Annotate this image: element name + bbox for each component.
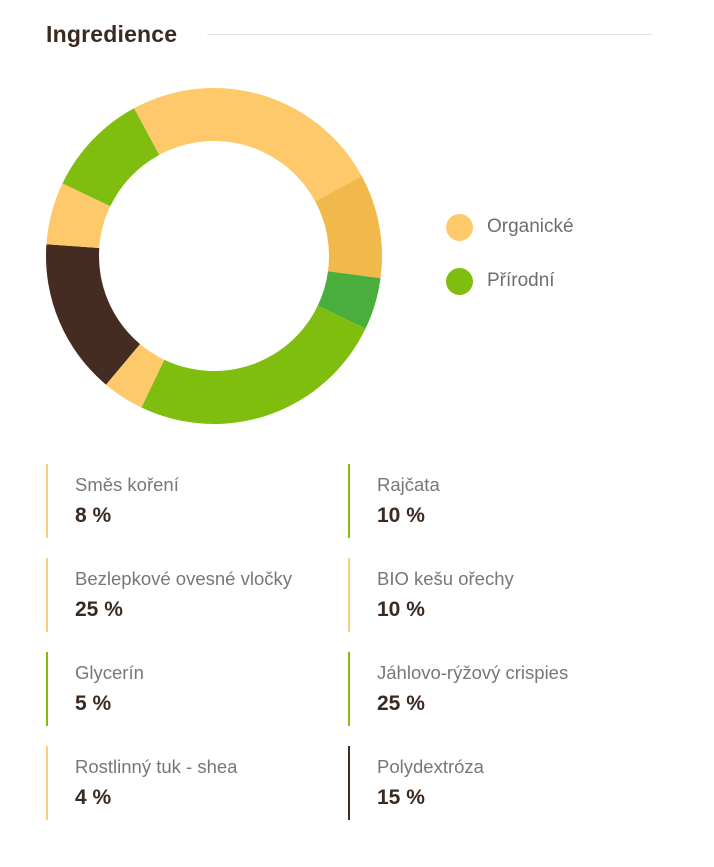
ingredient-item: Směs koření 8 % <box>46 464 326 538</box>
donut-slice <box>106 344 165 408</box>
ingredient-item: Rostlinný tuk - shea 4 % <box>46 746 326 820</box>
ingredient-name: Směs koření <box>75 474 179 495</box>
donut-slice <box>46 244 141 385</box>
section-title: Ingredience <box>46 20 178 47</box>
ingredient-name: Glycerín <box>75 662 144 683</box>
section-header: Ingredience <box>46 18 652 50</box>
ingredient-item: BIO kešu ořechy 10 % <box>348 558 628 632</box>
ingredient-item: Jáhlovo-rýžový crispies 25 % <box>348 652 628 726</box>
ingredient-name: Polydextróza <box>377 756 484 777</box>
ingredient-name: BIO kešu ořechy <box>377 568 514 589</box>
legend-label-natural: Přírodní <box>487 270 555 291</box>
ingredient-value: 10 % <box>377 504 425 527</box>
ingredient-value: 8 % <box>75 504 112 527</box>
ingredient-item: Polydextróza 15 % <box>348 746 628 820</box>
donut-chart <box>46 88 382 424</box>
donut-slice <box>134 88 362 202</box>
header-divider <box>207 33 652 35</box>
donut-slice <box>62 108 160 207</box>
ingredient-value: 15 % <box>377 786 425 809</box>
legend-item-natural: Přírodní <box>446 254 574 308</box>
legend: Organické Přírodní <box>446 200 574 308</box>
ingredient-item: Glycerín 5 % <box>46 652 326 726</box>
ingredient-value: 10 % <box>377 598 425 621</box>
donut-slice <box>46 183 111 248</box>
legend-label-organic: Organické <box>487 216 574 237</box>
donut-slice <box>141 305 366 424</box>
ingredient-value: 4 % <box>75 786 112 809</box>
ingredient-item: Rajčata 10 % <box>348 464 628 538</box>
ingredient-name: Bezlepkové ovesné vločky <box>75 568 292 589</box>
ingredient-value: 5 % <box>75 692 112 715</box>
ingredient-value: 25 % <box>75 598 123 621</box>
legend-swatch-organic <box>446 213 473 241</box>
ingredient-value: 25 % <box>377 692 425 715</box>
ingredient-item: Bezlepkové ovesné vločky 25 % <box>46 558 326 632</box>
ingredient-name: Rajčata <box>377 474 440 495</box>
legend-swatch-natural <box>446 267 473 295</box>
legend-item-organic: Organické <box>446 200 574 254</box>
ingredient-name: Jáhlovo-rýžový crispies <box>377 662 569 683</box>
donut-slice <box>315 176 382 279</box>
ingredient-name: Rostlinný tuk - shea <box>75 756 238 777</box>
donut-slice <box>317 271 381 329</box>
